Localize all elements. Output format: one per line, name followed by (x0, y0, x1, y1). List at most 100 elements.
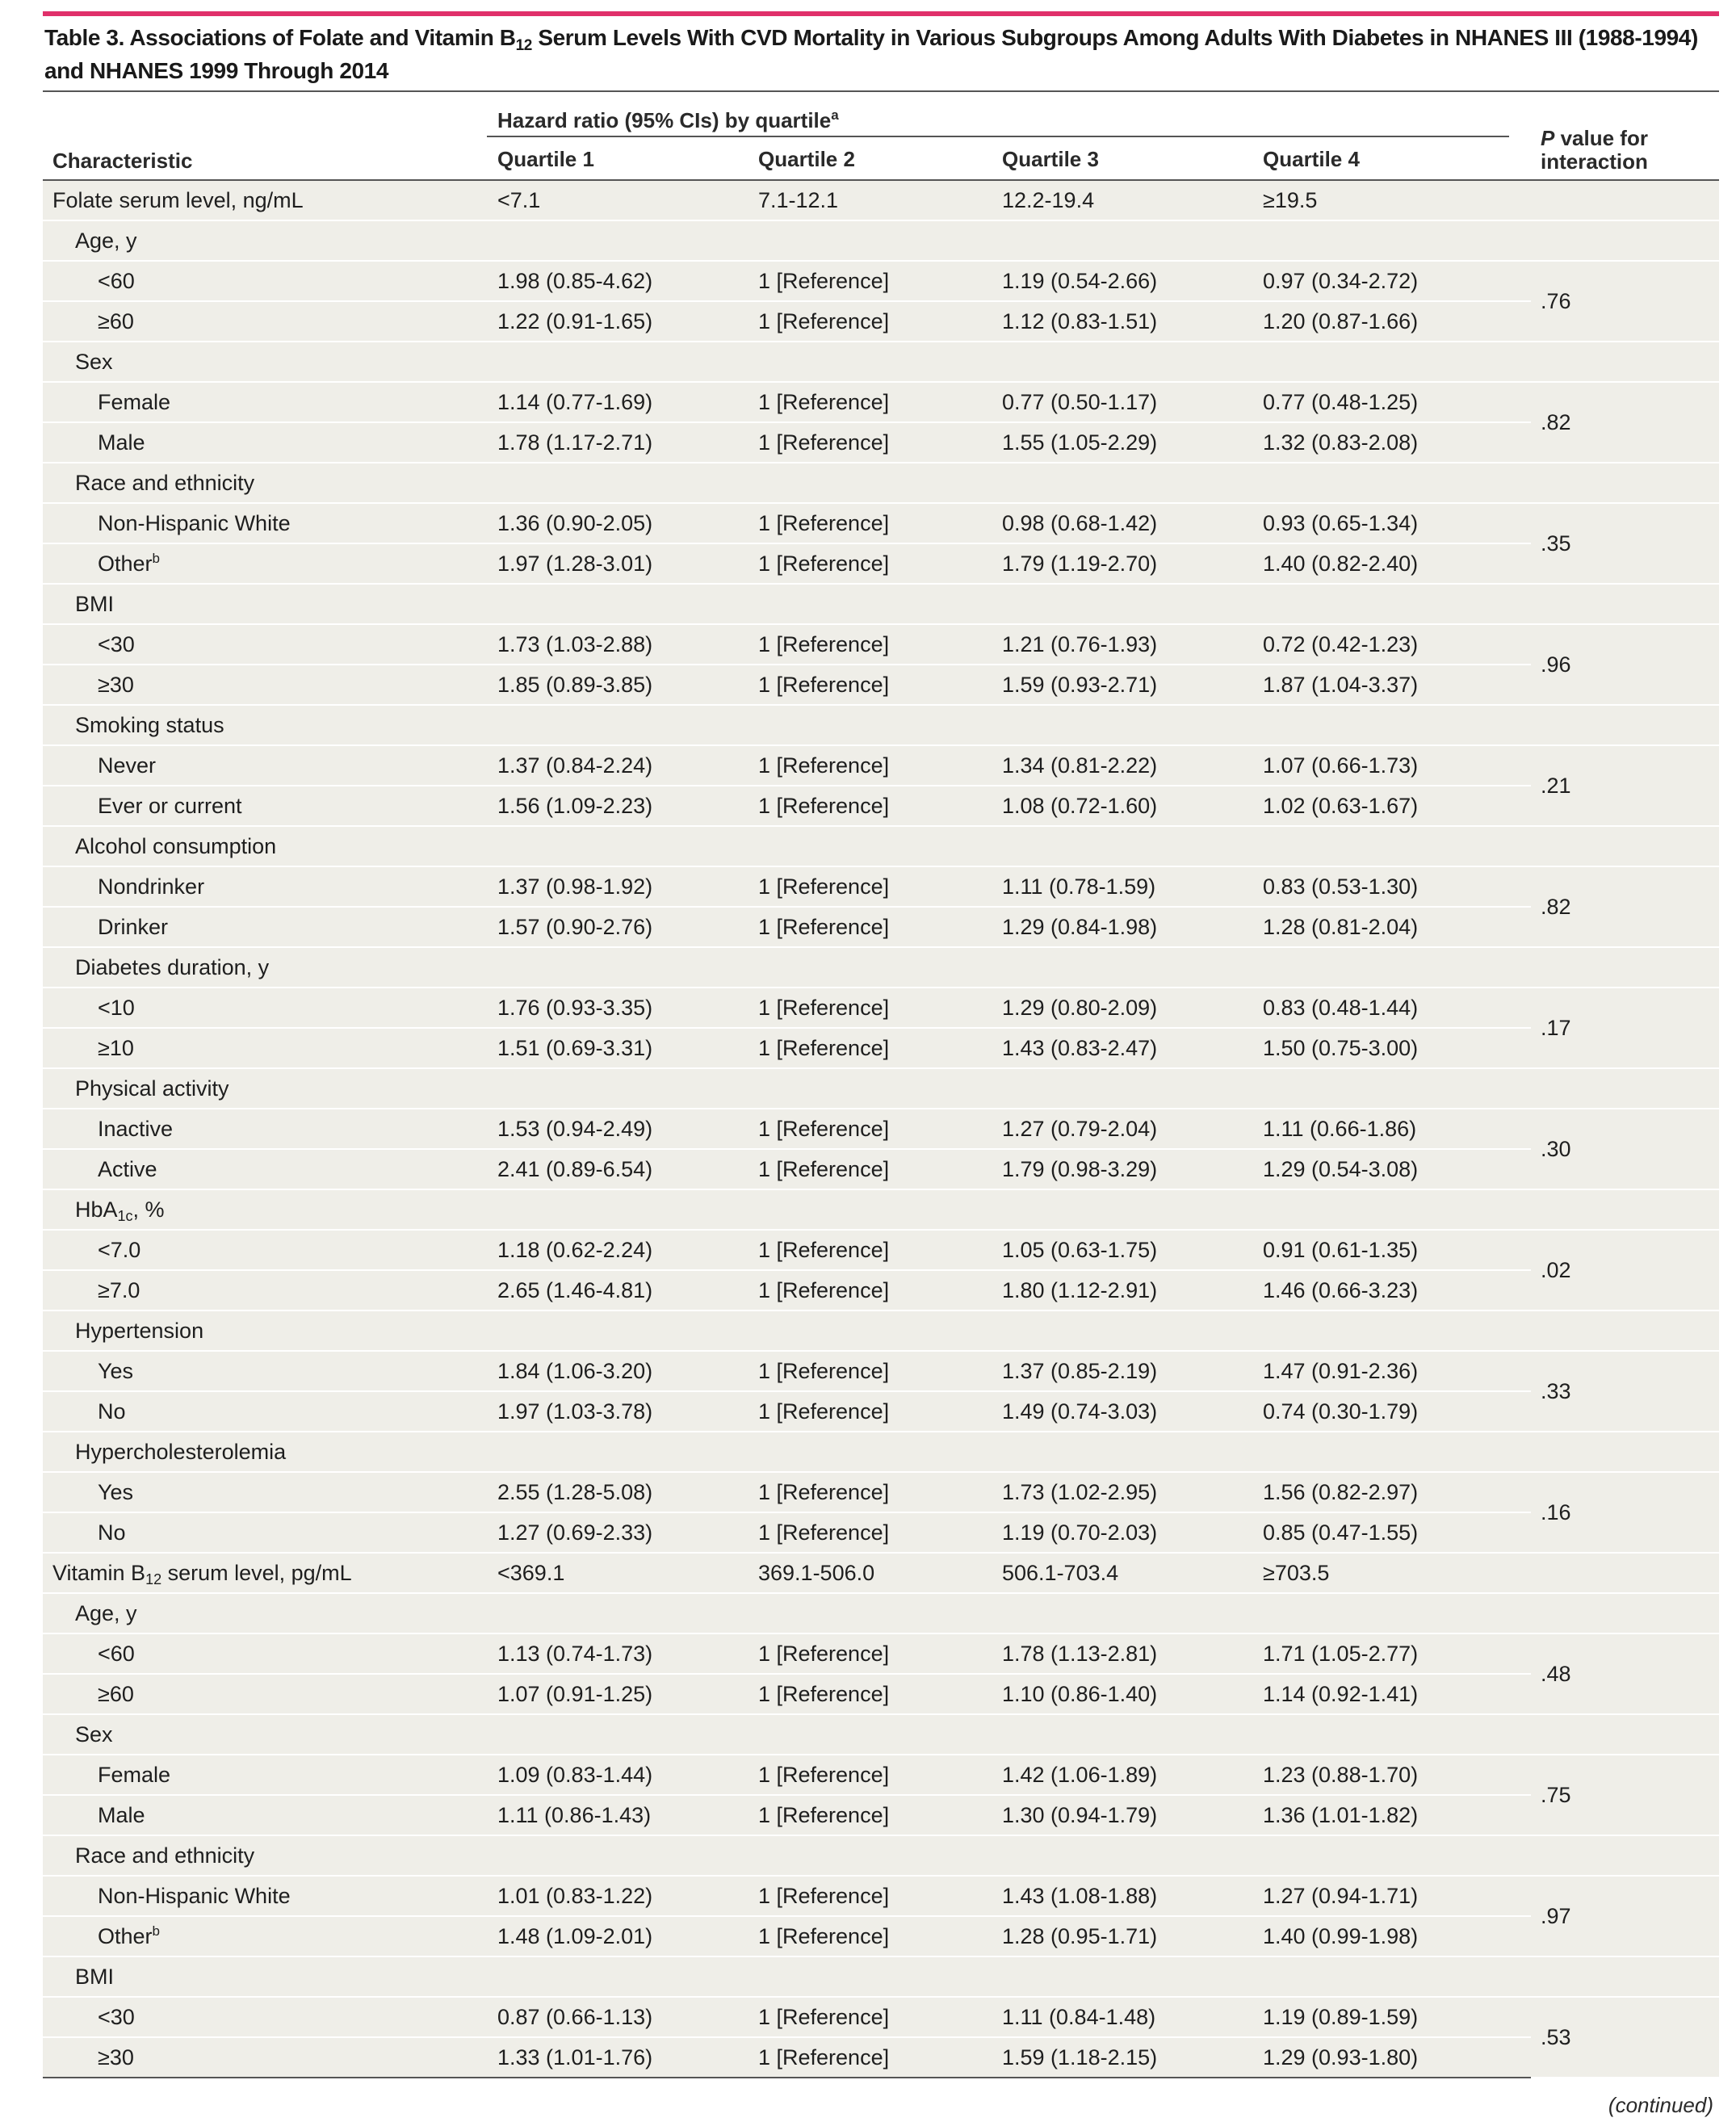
row-label: Female (43, 382, 488, 423)
row-label-text: Non-Hispanic White (98, 1883, 291, 1908)
quartile-3-cell (992, 1835, 1253, 1877)
row-label: Hypercholesterolemia (43, 1432, 488, 1473)
row-label-text: ≥60 (98, 1681, 134, 1706)
quartile-4-cell (1253, 826, 1532, 867)
quartile-4-cell: 1.40 (0.99-1.98) (1253, 1916, 1532, 1957)
row-label-text: Ever or current (98, 793, 242, 818)
quartile-2-cell: 1 [Reference] (748, 422, 992, 463)
quartile-3-cell (992, 342, 1253, 383)
quartile-2-cell: 1 [Reference] (748, 1674, 992, 1715)
quartile-4-cell: 1.20 (0.87-1.66) (1253, 301, 1532, 342)
quartile-3-cell: 1.43 (1.08-1.88) (992, 1876, 1253, 1917)
row-label-text: BMI (75, 1964, 115, 1989)
quartile-1-cell (488, 826, 748, 867)
quartile-3-cell (992, 1593, 1253, 1634)
quartile-1-cell: 1.78 (1.17-2.71) (488, 422, 748, 463)
row-label: Age, y (43, 1593, 488, 1634)
quartile-2-cell (748, 1189, 992, 1231)
table-row: Never 1.37 (0.84-2.24) 1 [Reference] 1.34 (… (43, 745, 1720, 827)
row-label-text: Never (98, 753, 157, 778)
quartile-3-cell: 1.29 (0.80-2.09) (992, 988, 1253, 1029)
table-row: Male 1.78 (1.17-2.71) 1 [Reference] 1.55 (1… (43, 422, 1719, 463)
quartile-4-cell: 0.91 (0.61-1.35) (1253, 1230, 1532, 1271)
row-label-text: Drinker (98, 914, 169, 939)
quartile-1-cell: 1.27 (0.69-2.33) (488, 1512, 748, 1554)
row-label: Non-Hispanic White (43, 503, 488, 544)
p-value-cell: .82 (1531, 382, 1720, 463)
row-label: BMI (43, 1956, 488, 1998)
table-row: Yes 2.55 (1.28-5.08) 1 [Reference] 1.73 (1.… (43, 1472, 1720, 1554)
row-label-text: Race and ethnicity (75, 470, 255, 495)
quartile-1-cell: 1.84 (1.06-3.20) (488, 1351, 748, 1392)
quartile-3-cell: 1.12 (0.83-1.51) (992, 301, 1253, 342)
quartile-1-cell (488, 1311, 748, 1352)
quartile-3-cell: 0.77 (0.50-1.17) (992, 382, 1253, 423)
row-label: Vitamin B12 serum level, pg/mL (43, 1552, 488, 1594)
quartile-1-cell: 1.13 (0.74-1.73) (488, 1633, 748, 1675)
table-row: <30 1.73 (1.03-2.88) 1 [Reference] 1.21 (0.… (43, 624, 1720, 706)
quartile-3-cell (992, 1714, 1253, 1755)
quartile-2-cell (748, 1956, 992, 1998)
row-label-text: ≥7.0 (98, 1277, 140, 1302)
quartile-1-cell: 1.14 (0.77-1.69) (488, 382, 748, 423)
row-label-text: Sex (75, 349, 113, 374)
quartile-3-cell: 1.79 (0.98-3.29) (992, 1149, 1253, 1190)
quartile-3-cell: 1.29 (0.84-1.98) (992, 907, 1253, 948)
row-label: Otherb (43, 1916, 488, 1957)
p-value-cell (1531, 342, 1720, 383)
row-label-text: Hypercholesterolemia (75, 1439, 287, 1464)
table-body: Folate serum level, ng/mL <7.1 7.1-12.1 12.… (43, 179, 1720, 2078)
quartile-3-cell: 1.08 (0.72-1.60) (992, 786, 1253, 827)
quartile-3-cell: 1.37 (0.85-2.19) (992, 1351, 1253, 1392)
quartile-1-cell (488, 342, 748, 383)
row-label: HbA1c, % (43, 1189, 488, 1231)
quartile-2-cell: 1 [Reference] (748, 1270, 992, 1311)
quartile-1-cell: 1.33 (1.01-1.76) (488, 2037, 748, 2078)
quartile-4-cell: 1.29 (0.54-3.08) (1253, 1149, 1532, 1190)
row-label-text: Active (98, 1156, 157, 1181)
quartile-2-cell (748, 584, 992, 625)
title-line-2: and NHANES 1999 Through 2014 (44, 58, 389, 83)
row-label: Male (43, 1795, 488, 1836)
quartile-1-cell (488, 1714, 748, 1755)
p-value-cell (1531, 1593, 1720, 1634)
quartile-1-cell: 1.51 (0.69-3.31) (488, 1028, 748, 1069)
quartile-3-cell: 1.30 (0.94-1.79) (992, 1795, 1253, 1836)
quartile-3-cell: 1.55 (1.05-2.29) (992, 422, 1253, 463)
quartile-2-cell: 1 [Reference] (748, 503, 992, 544)
table-subgroup-row: Age, y (43, 1593, 1720, 1634)
p-value-cell: .75 (1531, 1755, 1720, 1836)
table-title: Table 3. Associations of Folate and Vita… (44, 21, 1716, 87)
row-label-text: <10 (98, 995, 135, 1020)
row-label-text: Inactive (98, 1116, 174, 1141)
quartile-2-cell (748, 1593, 992, 1634)
row-label-text: Male (98, 430, 145, 455)
row-label-text: ≥30 (98, 672, 134, 697)
row-label: Physical activity (43, 1068, 488, 1109)
row-label-text: Alcohol consumption (75, 833, 277, 858)
quartile-1-cell: 1.73 (1.03-2.88) (488, 624, 748, 665)
row-label: Active (43, 1149, 488, 1190)
p-value-cell (1531, 1835, 1720, 1877)
quartile-3-cell (992, 947, 1253, 988)
table-row: Inactive 1.53 (0.94-2.49) 1 [Reference] 1.2… (43, 1109, 1720, 1190)
quartile-3-cell: 1.11 (0.78-1.59) (992, 866, 1253, 908)
p-value-cell (1531, 179, 1720, 221)
row-label-text: Smoking status (75, 712, 224, 737)
row-label-text: Female (98, 1762, 171, 1787)
quartile-3-cell: 1.19 (0.70-2.03) (992, 1512, 1253, 1554)
quartile-4-cell: 1.46 (0.66-3.23) (1253, 1270, 1532, 1311)
quartile-1-cell: 1.56 (1.09-2.23) (488, 786, 748, 827)
table-subgroup-row: Physical activity (43, 1068, 1720, 1109)
table-subgroup-row: HbA1c, % (43, 1189, 1720, 1231)
table-subgroup-row: Race and ethnicity (43, 1835, 1720, 1877)
quartile-4-cell: 1.71 (1.05-2.77) (1253, 1633, 1532, 1675)
row-label-text: Age, y (75, 1600, 137, 1625)
quartile-2-cell: 1 [Reference] (748, 866, 992, 908)
quartile-4-cell: 1.14 (0.92-1.41) (1253, 1674, 1532, 1715)
row-label-text: No (98, 1520, 126, 1545)
row-label: Hypertension (43, 1311, 488, 1352)
quartile-2-cell: 1 [Reference] (748, 624, 992, 665)
quartile-1-cell (488, 1432, 748, 1473)
quartile-1-cell: <7.1 (488, 179, 748, 221)
